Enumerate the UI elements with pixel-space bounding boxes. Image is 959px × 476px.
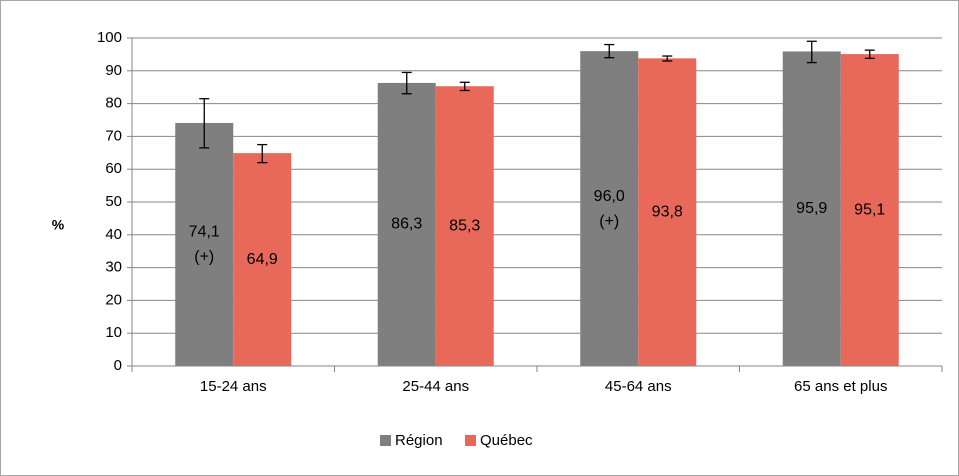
y-tick-label: 60 bbox=[105, 160, 122, 177]
y-tick-label: 30 bbox=[105, 259, 122, 276]
y-tick-label: 40 bbox=[105, 226, 122, 243]
y-tick-label: 20 bbox=[105, 291, 122, 308]
bar-quebec bbox=[638, 58, 697, 366]
bar-quebec bbox=[435, 86, 494, 366]
y-tick-label: 10 bbox=[105, 324, 122, 341]
legend: Région Québec bbox=[380, 432, 533, 449]
legend-label: Région bbox=[395, 432, 443, 449]
data-label-note: (+) bbox=[194, 249, 214, 266]
error-bars bbox=[199, 40, 875, 164]
bar-region bbox=[377, 82, 436, 366]
y-tick-label: 90 bbox=[105, 62, 122, 79]
data-labels: 74,1 (+) 64,9 86,3 85,3 96,0 (+) 93,8 95,9 95,1 bbox=[189, 188, 886, 268]
bar-region bbox=[782, 51, 841, 366]
y-tick-label: 50 bbox=[105, 193, 122, 210]
bar-region bbox=[175, 122, 234, 367]
x-tick-label: 65 ans et plus bbox=[794, 378, 887, 395]
axes: 0 10 20 30 40 50 60 70 80 90 100 15-24 ans 25-44 ans… bbox=[97, 29, 943, 395]
legend-swatch bbox=[380, 435, 391, 446]
data-label-note: (+) bbox=[599, 213, 619, 230]
data-label: 85,3 bbox=[449, 217, 480, 234]
legend-swatch bbox=[465, 435, 476, 446]
bar-quebec bbox=[233, 153, 292, 366]
bar-region bbox=[580, 51, 639, 367]
data-label: 74,1 bbox=[189, 224, 220, 241]
legend-label: Québec bbox=[480, 432, 533, 449]
y-tick-label: 100 bbox=[97, 29, 122, 46]
x-tick-label: 45-64 ans bbox=[605, 378, 672, 395]
data-label: 96,0 bbox=[594, 188, 625, 205]
data-label: 93,8 bbox=[652, 203, 683, 220]
x-tick-label: 15-24 ans bbox=[200, 378, 267, 395]
y-tick-label: 0 bbox=[114, 357, 122, 374]
y-tick-label: 80 bbox=[105, 95, 122, 112]
data-label: 86,3 bbox=[391, 216, 422, 233]
y-tick-label: 70 bbox=[105, 127, 122, 144]
bar-quebec bbox=[840, 54, 899, 367]
data-label: 95,9 bbox=[796, 200, 827, 217]
bars bbox=[175, 51, 899, 367]
x-tick-label: 25-44 ans bbox=[402, 378, 469, 395]
data-label: 95,1 bbox=[854, 201, 885, 218]
data-label: 64,9 bbox=[247, 251, 278, 268]
y-axis-label: % bbox=[52, 217, 65, 233]
